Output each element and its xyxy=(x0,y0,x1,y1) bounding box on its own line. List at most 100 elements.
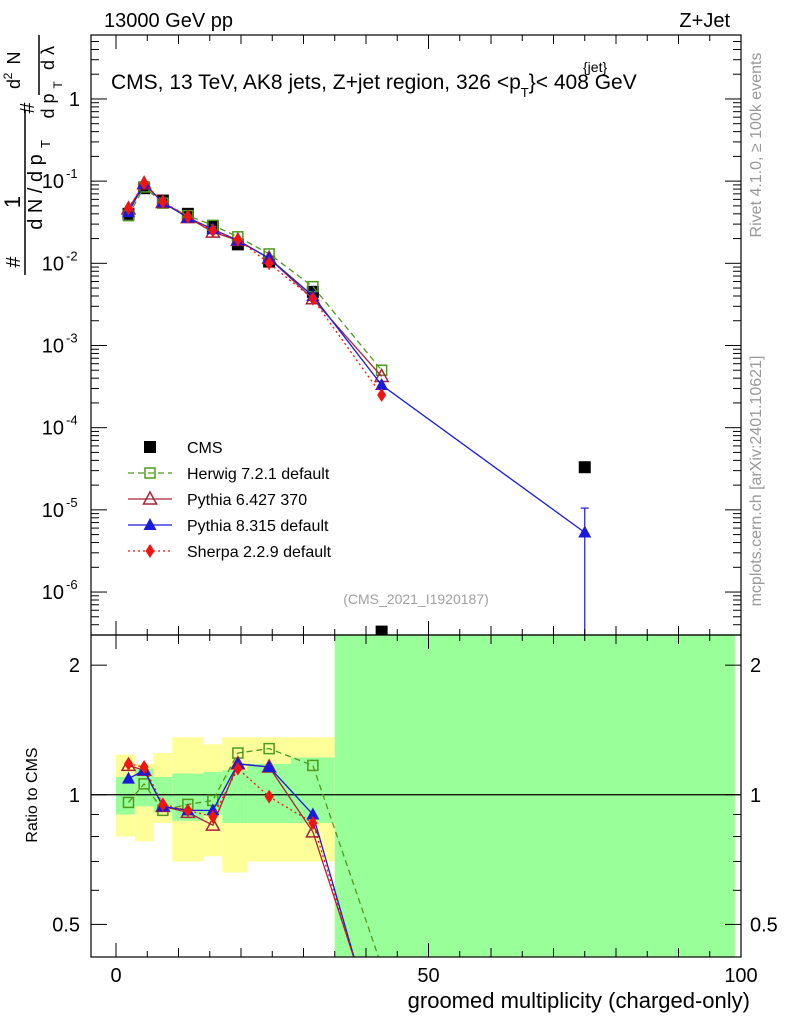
main-ylabel: 1 # d N / d p T # d 2 N d p T d λ xyxy=(0,35,65,275)
legend-item: CMS xyxy=(144,440,223,457)
series-sherpa-2-2-9-default xyxy=(124,756,355,957)
y-tick-exponent: -2 xyxy=(66,248,78,263)
series-herwig-7-2-1-default xyxy=(122,181,388,376)
ratio-y-tick-label: 0.5 xyxy=(52,914,80,936)
ylabel-d: d xyxy=(4,79,24,89)
rivet-label: Rivet 4.1.0, ≥ 100k events xyxy=(748,53,765,238)
data-point xyxy=(122,771,135,784)
legend-marker xyxy=(142,490,158,505)
ylabel-dp: d p xyxy=(38,93,58,118)
main-title-end: }< 408 GeV xyxy=(529,71,637,94)
y-tick-exponent: -4 xyxy=(66,413,78,428)
series-pythia-8-315-default xyxy=(122,176,592,538)
series-line xyxy=(127,182,383,396)
band-inner xyxy=(334,635,429,957)
data-point xyxy=(264,789,274,804)
y-tick-label: 10 xyxy=(42,500,64,522)
band-inner xyxy=(428,635,735,957)
ratio-y-tick-label-right: 0.5 xyxy=(750,914,778,936)
y-tick-label: 10 xyxy=(42,253,64,275)
ylabel-2: 2 xyxy=(1,72,15,79)
main-title-sup: {jet} xyxy=(583,59,607,75)
legend-marker xyxy=(144,467,156,479)
series-line xyxy=(127,185,383,371)
ylabel-N: N xyxy=(4,52,24,65)
legend-item: Herwig 7.2.1 default xyxy=(128,466,330,483)
ratio-y-tick-label-right: 1 xyxy=(750,785,761,807)
data-point xyxy=(208,809,218,824)
legend-marker xyxy=(144,441,156,453)
y-tick-exponent: -6 xyxy=(66,577,78,592)
series-line xyxy=(127,182,383,377)
ylabel-hash-1: # xyxy=(3,256,25,268)
ylabel-hash-2: # xyxy=(17,102,39,114)
ylabel-dN: d N / d p xyxy=(25,154,47,230)
legend-label: Pythia 6.427 370 xyxy=(187,492,307,509)
main-series xyxy=(120,175,592,635)
ylabel-T-1: T xyxy=(38,140,53,148)
y-tick-label: 10 xyxy=(42,582,64,604)
data-point xyxy=(124,201,133,216)
data-point xyxy=(306,807,320,820)
data-point xyxy=(158,194,168,209)
y-tick-exponent: -3 xyxy=(66,330,78,345)
band-inner xyxy=(116,776,135,815)
legend: CMS Herwig 7.2.1 default Pythia 6.427 370 P… xyxy=(128,440,332,561)
data-point xyxy=(307,759,319,772)
y-tick-label: 1 xyxy=(69,89,80,111)
data-point xyxy=(138,778,150,790)
ratio-series xyxy=(120,742,380,957)
y-tick-exponent: -1 xyxy=(66,166,78,181)
ratio-y-tick-label: 2 xyxy=(69,655,80,677)
main-title-text: CMS, 13 TeV, AK8 jets, Z+jet region, 326… xyxy=(111,71,521,94)
data-point xyxy=(139,176,149,191)
data-point xyxy=(375,378,389,391)
y-tick-label: 10 xyxy=(42,418,64,440)
data-point xyxy=(183,803,193,818)
ratio-frame xyxy=(90,634,742,958)
ylabel-one: 1 xyxy=(0,196,25,208)
mcplots-label: mcplots.cern.ch [arXiv:2401.10621] xyxy=(748,356,765,607)
x-tick-label: 100 xyxy=(724,965,757,987)
ylabel-T-2: T xyxy=(51,81,65,89)
y-tick-exponent: -5 xyxy=(66,495,78,510)
x-axis-title: groomed multiplicity (charged-only) xyxy=(408,988,750,1013)
analysis-id: (CMS_2021_I1920187) xyxy=(343,591,489,607)
process-label: Z+Jet xyxy=(679,10,730,32)
data-point xyxy=(206,803,220,816)
main-title: CMS, 13 TeV, AK8 jets, Z+jet region, 326… xyxy=(111,71,637,100)
data-point xyxy=(308,815,318,830)
ratio-ylabel: Ratio to CMS xyxy=(24,747,41,842)
energy-label: 13000 GeV pp xyxy=(104,10,233,32)
legend-label: Sherpa 2.2.9 default xyxy=(187,544,332,561)
y-tick-label: 10 xyxy=(42,335,64,357)
data-point xyxy=(233,232,243,247)
data-point xyxy=(158,797,168,812)
data-point xyxy=(578,461,591,474)
legend-marker xyxy=(145,544,155,558)
data-point xyxy=(233,761,243,776)
ratio-y-tick-label: 1 xyxy=(69,785,80,807)
x-tick-label: 0 xyxy=(110,965,121,987)
main-title-sub: T xyxy=(521,85,529,100)
data-point xyxy=(262,760,276,773)
data-point xyxy=(139,760,149,775)
data-point xyxy=(183,209,193,224)
series-cms xyxy=(122,182,591,635)
data-point xyxy=(305,823,321,838)
legend-item: Pythia 6.427 370 xyxy=(128,490,307,509)
data-point xyxy=(122,796,135,809)
legend-label: Pythia 8.315 default xyxy=(187,518,329,535)
data-point xyxy=(208,223,218,238)
ratio-bands xyxy=(91,635,741,957)
ratio-y-tick-label-right: 2 xyxy=(750,655,761,677)
y-tick-label: 10 xyxy=(42,171,64,193)
ylabel-dlambda: d λ xyxy=(38,46,58,70)
data-point xyxy=(205,816,221,831)
legend-label: CMS xyxy=(187,440,223,457)
legend-label: Herwig 7.2.1 default xyxy=(187,466,330,483)
data-point xyxy=(375,625,388,635)
x-tick-label: 50 xyxy=(417,965,439,987)
